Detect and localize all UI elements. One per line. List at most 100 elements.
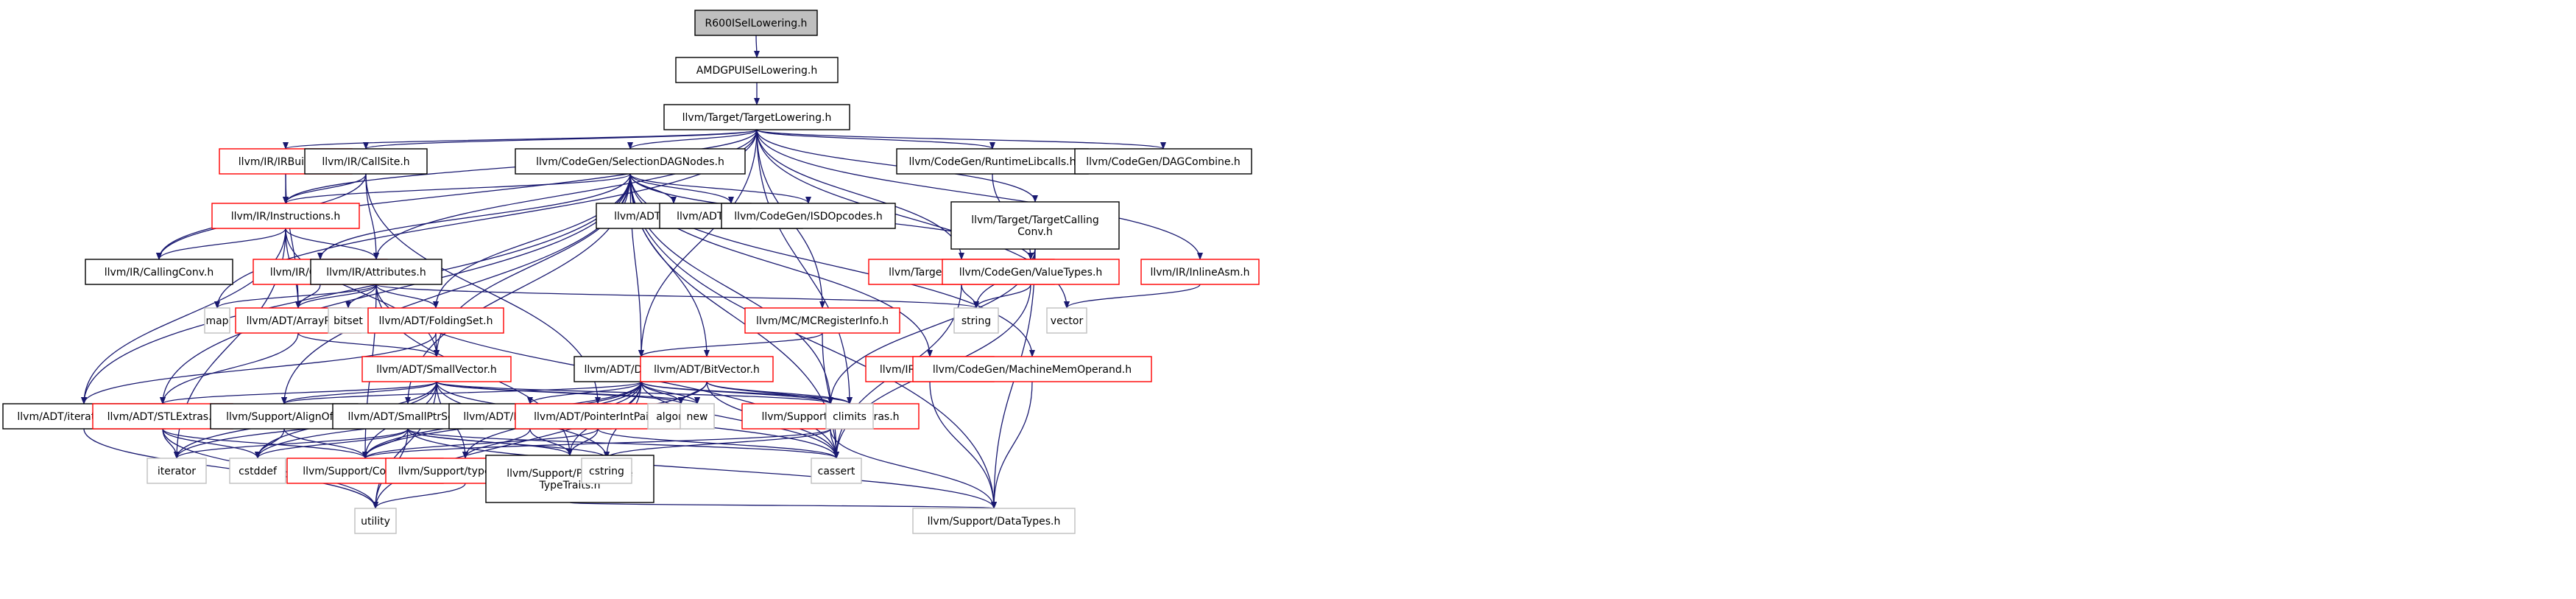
node-callsite[interactable]: llvm/IR/CallSite.h [304, 148, 428, 175]
node-box [581, 458, 632, 484]
edge-arrow [365, 173, 379, 260]
edge-attributes-to-foldingset [375, 284, 439, 309]
edge-arrow [627, 129, 758, 150]
node-label: llvm/ADT/SmallPtrSet.h [348, 411, 468, 423]
node-label: llvm/Support/AlignOf.h [226, 411, 342, 423]
node-label: llvm/CodeGen/RuntimeLibcalls.h [908, 156, 1076, 168]
node-box [680, 403, 715, 430]
edge-callsite-to-instr [283, 173, 367, 204]
node-inlineasm[interactable]: llvm/IR/InlineAsm.h [1140, 259, 1260, 285]
edge-arrow [297, 332, 440, 357]
edge-arrow [706, 381, 833, 404]
edge-arrow [317, 173, 631, 260]
edge-arrow [638, 129, 758, 357]
node-box [515, 148, 746, 175]
node-r600[interactable]: R600ISelLowering.h [694, 10, 818, 36]
node-mmo[interactable]: llvm/CodeGen/MachineMemOperand.h [912, 356, 1152, 382]
edge-tl-to-sdnodes [627, 129, 758, 150]
node-climits[interactable]: climits [825, 403, 874, 430]
edge-arrow [433, 332, 440, 357]
node-datatypes[interactable]: llvm/Support/DataTypes.h [912, 508, 1076, 534]
node-label: new [687, 411, 708, 423]
node-map[interactable]: map [204, 307, 230, 334]
node-cstddef[interactable]: cstddef [229, 458, 286, 484]
edge-arrow [929, 381, 997, 509]
edge-arrow [756, 129, 853, 404]
node-label: R600ISelLowering.h [705, 18, 808, 29]
edge-ptrintpair-to-ptrlike [567, 428, 599, 456]
node-label: llvm/CodeGen/DAGCombine.h [1086, 156, 1241, 168]
edge-arrow [295, 284, 377, 309]
edge-arrow [678, 381, 707, 404]
edge-arrow [638, 332, 823, 357]
edge-foldingset-to-iterrange [81, 332, 437, 404]
edge-tl-to-densemap [638, 129, 758, 357]
edge-smallptrset-to-cassert [407, 428, 839, 459]
node-amdgpu[interactable]: AMDGPUISelLowering.h [675, 57, 839, 83]
edge-arrow [363, 129, 758, 150]
edge-densemap-to-cassert [641, 381, 839, 459]
edge-instr-to-callconv [156, 228, 286, 260]
edge-arrow [160, 381, 437, 404]
node-mcreg[interactable]: llvm/MC/MCRegisterInfo.h [744, 307, 900, 334]
edge-densemapinfo-to-typetraits [462, 428, 531, 459]
edge-mcreg-to-densemap [638, 332, 823, 357]
edge-bitvector-to-climits [706, 381, 853, 404]
node-attributes[interactable]: llvm/IR/Attributes.h [310, 259, 442, 285]
node-rtlib[interactable]: llvm/CodeGen/RuntimeLibcalls.h [896, 148, 1089, 175]
node-bitset[interactable]: bitset [328, 307, 369, 334]
edge-instr-to-attributes [285, 228, 379, 260]
edge-sdnodes-to-foldingset [433, 173, 631, 309]
node-isdop[interactable]: llvm/CodeGen/ISDOpcodes.h [721, 203, 896, 229]
node-label: cassert [818, 466, 855, 477]
node-label: utility [361, 516, 390, 528]
edge-arrow [283, 173, 631, 204]
edge-arrow [527, 381, 642, 404]
edge-mathextras-to-datatypes [830, 428, 997, 509]
node-tl[interactable]: llvm/Target/TargetLowering.h [663, 104, 850, 130]
node-utility[interactable]: utility [354, 508, 397, 534]
edge-arrow [436, 381, 833, 404]
edge-densemap-to-densemapinfo [527, 381, 642, 404]
edge-attributes-to-arrayref [295, 284, 377, 309]
node-box [211, 203, 360, 229]
node-new[interactable]: new [680, 403, 715, 430]
node-box [744, 307, 900, 334]
node-box [694, 10, 818, 36]
node-box [1074, 148, 1252, 175]
edge-smallvector-to-alignof [281, 381, 437, 404]
node-vector[interactable]: vector [1046, 307, 1087, 334]
edge-arrow [756, 129, 1203, 260]
edge-arrow [641, 381, 853, 404]
node-iterator[interactable]: iterator [147, 458, 207, 484]
edge-arrow [706, 381, 853, 404]
node-bitvector[interactable]: llvm/ADT/BitVector.h [640, 356, 774, 382]
node-cassert[interactable]: cassert [811, 458, 862, 484]
edge-densemap-to-alignof [281, 381, 642, 404]
edge-ptrintpair-to-compiler [362, 428, 599, 459]
node-label: map [205, 315, 228, 327]
edge-bitvector-to-algorithm [678, 381, 707, 404]
node-cstring[interactable]: cstring [581, 458, 632, 484]
edge-arrow [81, 332, 437, 404]
node-smallvector[interactable]: llvm/ADT/SmallVector.h [361, 356, 512, 382]
edge-arrow [373, 483, 466, 509]
node-dagcombine[interactable]: llvm/CodeGen/DAGCombine.h [1074, 148, 1252, 175]
node-instr[interactable]: llvm/IR/Instructions.h [211, 203, 360, 229]
node-callconv[interactable]: llvm/IR/CallingConv.h [85, 259, 233, 285]
edge-smallvector-to-new [436, 381, 700, 404]
edge-arrow [629, 173, 997, 509]
node-valuetypes[interactable]: llvm/CodeGen/ValueTypes.h [942, 259, 1120, 285]
edge-attributes-to-map [214, 284, 377, 309]
node-string[interactable]: string [953, 307, 999, 334]
node-box [354, 508, 397, 534]
node-foldingset[interactable]: llvm/ADT/FoldingSet.h [367, 307, 504, 334]
node-label: llvm/CodeGen/SelectionDAGNodes.h [536, 156, 724, 168]
node-label: llvm/IR/CallingConv.h [105, 267, 214, 279]
edge-ptrlike-to-datatypes [569, 501, 996, 509]
edge-mcreg-to-cassert [822, 332, 839, 459]
edge-arrow [756, 129, 995, 150]
node-sdnodes[interactable]: llvm/CodeGen/SelectionDAGNodes.h [515, 148, 746, 175]
